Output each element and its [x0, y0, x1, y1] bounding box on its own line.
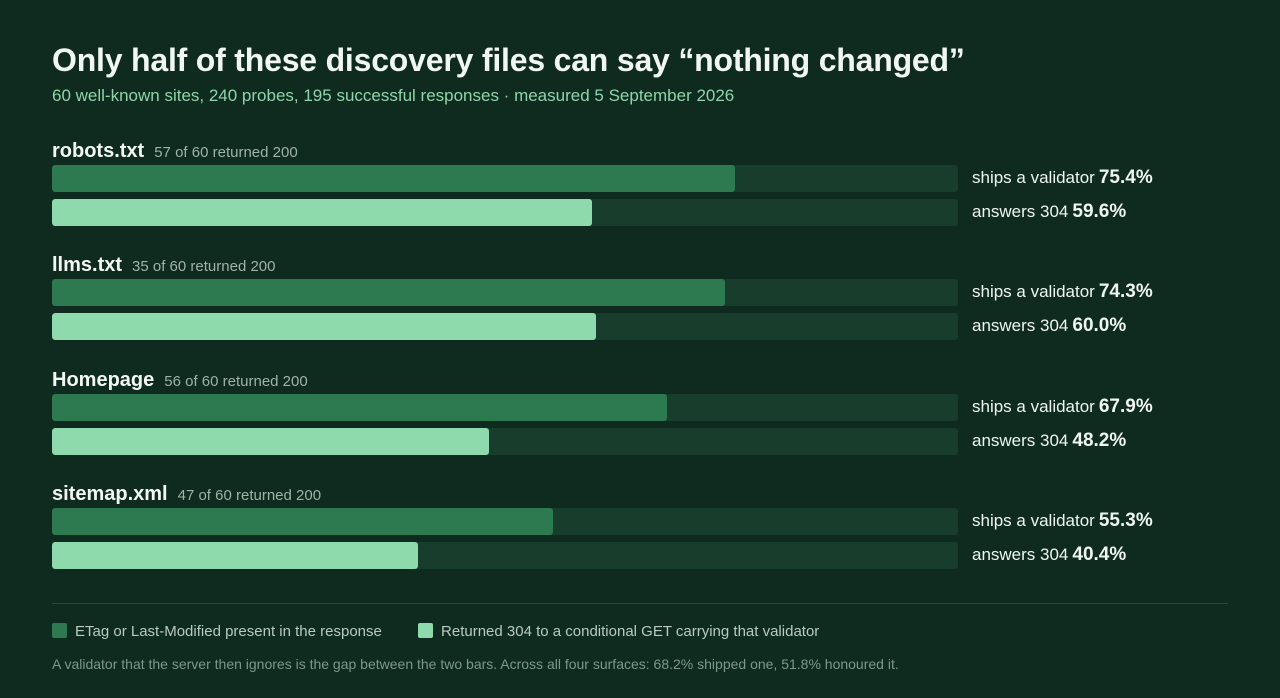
legend: ETag or Last-Modified present in the res…	[52, 622, 851, 640]
group-label: Homepage 56 of 60 returned 200	[52, 369, 308, 393]
chart-title: Only half of these discovery files can s…	[52, 42, 965, 78]
data-label: 48.2%	[1072, 430, 1127, 451]
bar-group: llms.txt 35 of 60 returned 200 ships a val…	[52, 254, 1228, 364]
bar-track	[52, 199, 958, 226]
legend-swatch-304	[418, 622, 434, 638]
value-label: ships a validator 74.3%	[972, 280, 1153, 304]
bar-group: Homepage 56 of 60 returned 200 ships a val…	[52, 369, 1228, 479]
bar-answers-304	[52, 542, 419, 569]
value-label-text: ships a validator	[972, 511, 1095, 530]
legend-label-validator: ETag or Last-Modified present in the res…	[75, 622, 382, 640]
value-label: answers 304 48.2%	[972, 429, 1126, 453]
value-label-text: answers 304	[972, 202, 1069, 221]
legend-item-validator: ETag or Last-Modified present in the res…	[52, 622, 382, 640]
bar-answers-304	[52, 199, 592, 226]
category-note: 57 of 60 returned 200	[154, 144, 298, 161]
value-label-text: ships a validator	[972, 397, 1095, 416]
value-label-text: ships a validator	[972, 282, 1095, 301]
value-label-text: answers 304	[972, 431, 1069, 450]
bar-answers-304	[52, 313, 596, 340]
value-label: answers 304 60.0%	[972, 314, 1126, 338]
value-label: ships a validator 75.4%	[972, 166, 1153, 190]
bar-track	[52, 394, 958, 421]
data-label: 55.3%	[1098, 510, 1153, 531]
bar-validator	[52, 165, 736, 192]
bar-validator	[52, 279, 726, 306]
value-label-text: ships a validator	[972, 168, 1095, 187]
data-label: 75.4%	[1098, 167, 1153, 188]
value-label-text: answers 304	[972, 316, 1069, 335]
category-label: Homepage	[52, 369, 155, 391]
bar-track	[52, 508, 958, 535]
legend-item-304: Returned 304 to a conditional GET carryi…	[418, 622, 820, 640]
value-label: ships a validator 55.3%	[972, 509, 1153, 533]
bar-group: robots.txt 57 of 60 returned 200 ships a v…	[52, 140, 1228, 250]
legend-swatch-validator	[52, 622, 67, 638]
bar-track	[52, 165, 958, 192]
value-label-text: answers 304	[972, 545, 1069, 564]
value-label: ships a validator 67.9%	[972, 395, 1153, 419]
bar-answers-304	[52, 428, 489, 455]
group-label: sitemap.xml 47 of 60 returned 200	[52, 483, 321, 507]
data-label: 40.4%	[1072, 544, 1127, 565]
footnote: A validator that the server then ignores…	[52, 656, 899, 672]
group-label: robots.txt 57 of 60 returned 200	[52, 140, 298, 164]
data-label: 60.0%	[1072, 315, 1127, 336]
bar-track	[52, 542, 958, 569]
category-label: robots.txt	[52, 140, 145, 162]
bar-validator	[52, 394, 668, 421]
category-note: 56 of 60 returned 200	[164, 373, 308, 390]
bar-group: sitemap.xml 47 of 60 returned 200 ships a …	[52, 483, 1228, 593]
data-label: 67.9%	[1098, 396, 1153, 417]
legend-divider	[52, 603, 1228, 604]
bar-track	[52, 428, 958, 455]
bar-track	[52, 279, 958, 306]
value-label: answers 304 40.4%	[972, 543, 1126, 567]
legend-label-304: Returned 304 to a conditional GET carryi…	[441, 622, 820, 640]
bar-track	[52, 313, 958, 340]
data-label: 59.6%	[1072, 201, 1127, 222]
data-label: 74.3%	[1098, 281, 1153, 302]
category-note: 35 of 60 returned 200	[132, 258, 276, 275]
chart-subtitle: 60 well-known sites, 240 probes, 195 suc…	[52, 86, 735, 105]
category-note: 47 of 60 returned 200	[177, 487, 322, 504]
category-label: llms.txt	[52, 254, 123, 276]
value-label: answers 304 59.6%	[972, 200, 1126, 224]
category-label: sitemap.xml	[52, 483, 168, 505]
group-label: llms.txt 35 of 60 returned 200	[52, 254, 275, 278]
bar-validator	[52, 508, 554, 535]
